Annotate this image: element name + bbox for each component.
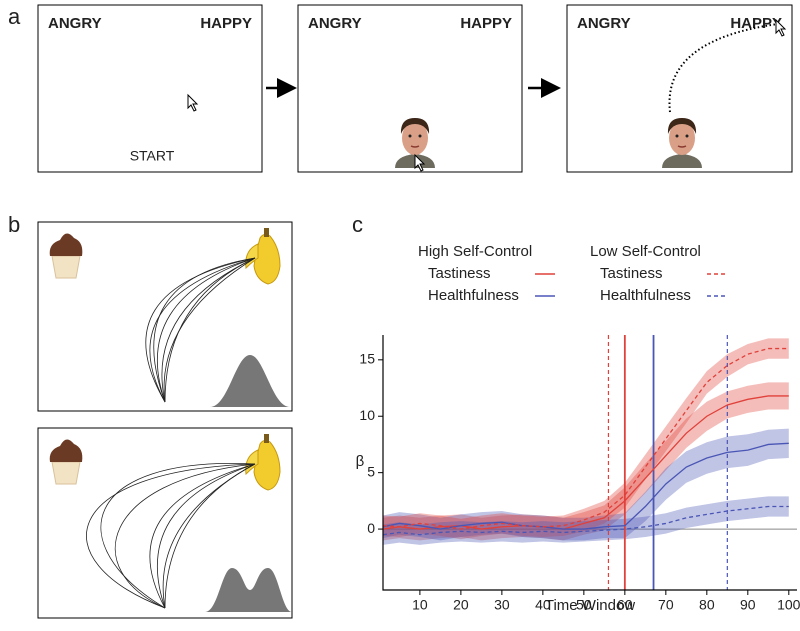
trajectory (163, 257, 256, 403)
trajectory (164, 257, 256, 403)
axes (382, 335, 797, 591)
panel-label: a (8, 4, 21, 29)
trajectories (86, 257, 256, 609)
option-label: HAPPY (460, 15, 512, 32)
line (382, 347, 789, 530)
screen (37, 4, 263, 173)
distribution (210, 355, 290, 407)
legend-label: Healthfulness (600, 287, 691, 304)
x-tick-label: 10 (412, 597, 428, 613)
x-tick-label: 60 (617, 597, 633, 613)
legend-label: Healthfulness (428, 287, 519, 304)
trajectory (161, 257, 256, 403)
cursor (187, 94, 198, 112)
banana (245, 433, 281, 491)
x-tick-label: 90 (740, 597, 756, 613)
trajectory (157, 257, 256, 403)
trajectory (157, 463, 256, 609)
x-tick-label: 30 (494, 597, 510, 613)
frame (37, 221, 293, 412)
trajectory (114, 463, 256, 609)
trajectory (668, 23, 779, 113)
option-label: HAPPY (200, 15, 252, 32)
face (661, 117, 703, 169)
error-band (383, 428, 789, 541)
cupcake (49, 232, 83, 279)
legend-group: Low Self-Control (590, 243, 701, 260)
trajectory (86, 463, 256, 609)
screen (297, 4, 523, 173)
trajectory (100, 462, 256, 609)
trajectory (153, 257, 256, 403)
line (382, 442, 789, 530)
x-tick-label: 70 (658, 597, 674, 613)
line (382, 505, 789, 536)
error-band (383, 338, 789, 540)
y-tick-label: 5 (367, 463, 375, 479)
panel-a: a ANGRY HAPPY START ANGRY HAPPY ANGRY HA… (8, 4, 793, 173)
y-tick-label: 0 (367, 520, 375, 536)
x-tick-label: 50 (576, 597, 592, 613)
legend-group: High Self-Control (418, 243, 532, 260)
frame (37, 427, 293, 619)
screen (566, 4, 793, 173)
x-tick-label: 100 (777, 597, 800, 613)
y-tick-label: 10 (359, 407, 375, 423)
trajectory (145, 257, 256, 403)
panel-label: c (352, 212, 363, 237)
cupcake (49, 438, 83, 485)
option-label: ANGRY (308, 15, 362, 32)
trajectory (164, 463, 256, 609)
option-label: ANGRY (577, 15, 631, 32)
start-label: START (130, 148, 175, 164)
y-axis-label: β (356, 453, 365, 470)
x-axis-label: Time Window (545, 597, 635, 614)
legend-label: Tastiness (428, 265, 491, 282)
option-label: HAPPY (730, 15, 782, 32)
error-band (383, 382, 789, 541)
panel-c: c 10 20 30 40 50 60 70 80 90 100 0 5 10 15 Time Window… (352, 212, 800, 614)
y-tick-label: 15 (359, 351, 375, 367)
legend-label: Tastiness (600, 265, 663, 282)
trajectory (149, 463, 256, 609)
distribution (205, 568, 292, 612)
banana (245, 227, 281, 285)
x-tick-label: 40 (535, 597, 551, 613)
x-tick-label: 80 (699, 597, 715, 613)
panel-b: b (8, 212, 293, 619)
x-tick-label: 20 (453, 597, 469, 613)
panel-label: b (8, 212, 20, 237)
option-label: ANGRY (48, 15, 102, 32)
